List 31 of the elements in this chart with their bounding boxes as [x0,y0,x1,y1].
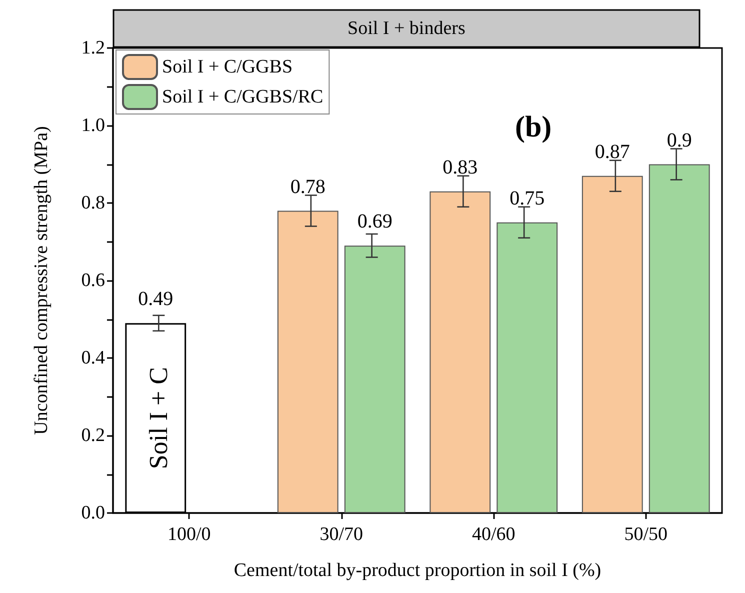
bar [344,246,406,513]
data-label: 0.83 [442,156,478,178]
bar [496,222,558,513]
bar [430,191,491,513]
data-label: 0.78 [290,176,326,198]
data-label: 0.9 [666,129,692,152]
bar [277,210,338,513]
bar [648,164,710,513]
data-label: 0.49 [138,288,174,310]
x-tick-label: 100/0 [167,524,211,545]
y-tick-label: 0.6 [81,270,105,291]
y-tick-label: 0.4 [81,348,106,368]
series-label: Soil I + C [144,367,174,470]
x-tick-label: 40/60 [472,524,516,545]
x-axis-title: Cement/total by-product proportion in soil I (%) [234,560,602,581]
y-tick-label: 0.2 [81,425,105,446]
y-tick-label: 1.0 [81,115,105,136]
x-tick-label: 50/50 [624,524,668,545]
bar [582,176,643,513]
legend-label: Soil I + C/GGBS/RC [162,86,324,108]
data-label: 0.69 [357,210,392,233]
y-tick-label: 1.2 [81,38,105,58]
x-tick-label: 30/70 [320,524,364,545]
legend-label: Soil I + C/GGBS [162,56,293,78]
y-tick-label: 0.8 [81,192,105,214]
y-tick-label: 0.0 [81,502,105,524]
data-label: 0.87 [594,140,630,163]
annotation: (b) [515,110,552,144]
y-axis-title: Unconfined compressive strength (MPa) [31,126,52,435]
data-label: 0.75 [510,187,545,210]
chart-title: Soil I + binders [348,18,466,39]
